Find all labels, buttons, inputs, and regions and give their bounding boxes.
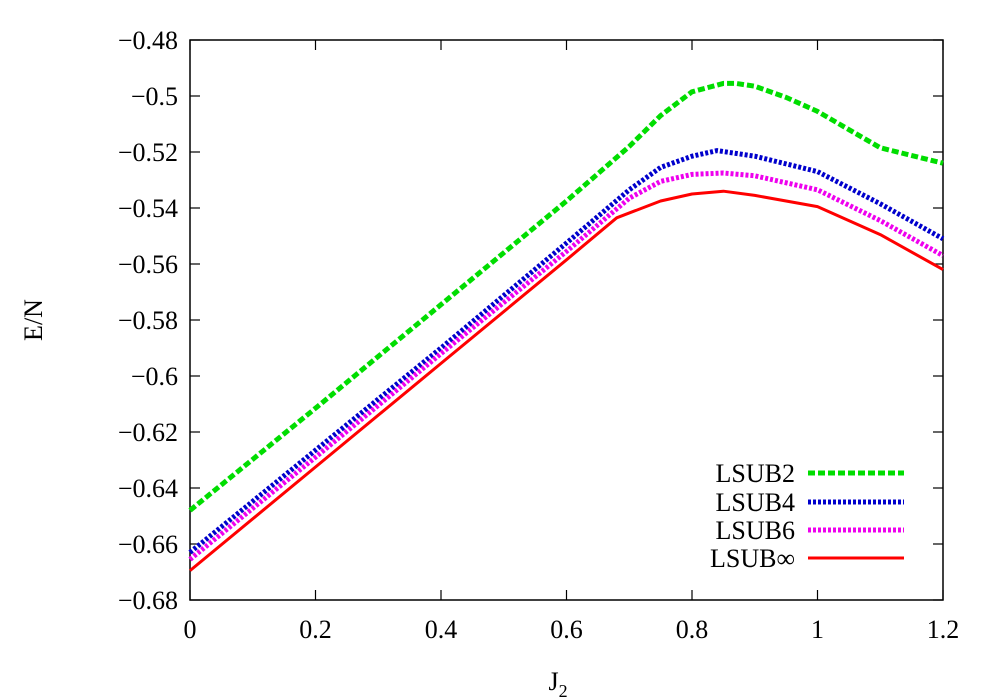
y-tick-label: −0.48 [118, 26, 178, 55]
series-line-4 [189, 189, 944, 572]
legend-label: LSUB2 [716, 459, 795, 488]
y-tick-label: −0.6 [131, 362, 178, 391]
axis-ticks: 0 0.2 0.4 0.6 0.8 1 1.2 −0.68 −0.66 −0.64 −0.62 −0.… [118, 26, 959, 644]
y-tick-label: −0.58 [118, 306, 178, 335]
y-tick-label: −0.54 [118, 194, 178, 223]
y-tick-label: −0.56 [118, 250, 178, 279]
legend-label: LSUB4 [716, 488, 795, 517]
y-tick-label: −0.52 [118, 138, 178, 167]
x-tick-label: 0.6 [550, 615, 583, 644]
x-tick-label: 1 [811, 615, 824, 644]
x-axis-label-subscript: 2 [559, 681, 568, 700]
series-line-2 [188, 148, 945, 555]
x-axis-label: J2 [548, 667, 567, 700]
x-tick-label: 0 [184, 615, 197, 644]
x-axis-label-main: J [548, 667, 558, 696]
legend-label: LSUB∞ [710, 544, 795, 573]
plot-frame [189, 39, 944, 601]
series-line-1 [188, 80, 944, 513]
y-tick-label: −0.66 [118, 530, 178, 559]
series-layer [188, 80, 945, 572]
series-line-3 [188, 170, 945, 562]
x-tick-label: 0.8 [676, 615, 709, 644]
x-tick-label: 1.2 [927, 615, 960, 644]
y-axis-label: E/N [19, 299, 48, 341]
y-tick-label: −0.68 [118, 586, 178, 615]
x-tick-label: 0.4 [425, 615, 458, 644]
legend-label: LSUB6 [716, 516, 795, 545]
y-tick-label: −0.5 [131, 82, 178, 111]
y-tick-label: −0.62 [118, 418, 178, 447]
x-tick-label: 0.2 [299, 615, 332, 644]
y-tick-label: −0.64 [118, 474, 178, 503]
